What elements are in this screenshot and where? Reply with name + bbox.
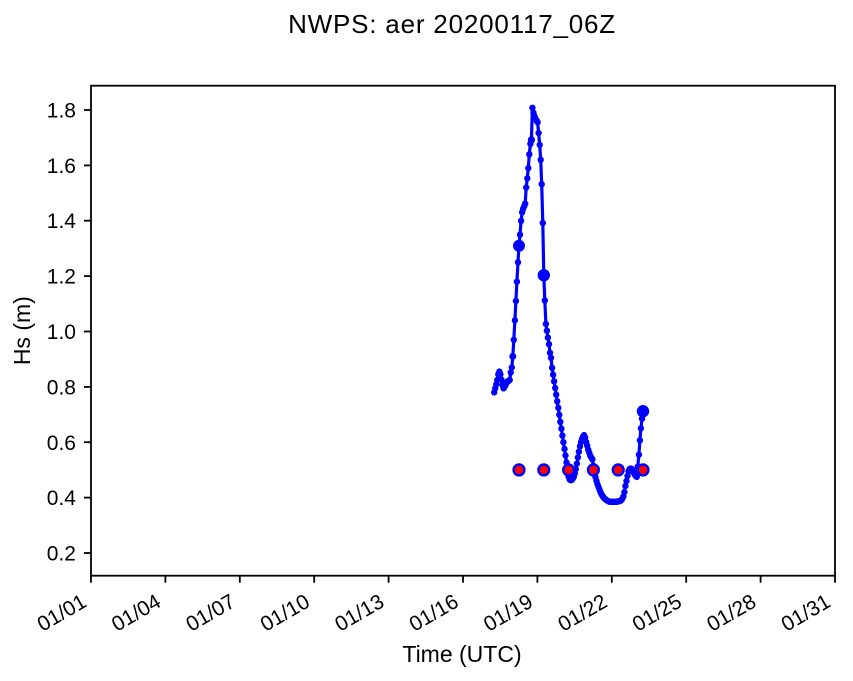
svg-text:1.6: 1.6 — [47, 155, 76, 178]
svg-text:0.6: 0.6 — [47, 432, 76, 455]
svg-text:Hs (m): Hs (m) — [9, 296, 35, 365]
svg-text:0.4: 0.4 — [47, 487, 77, 510]
svg-text:0.2: 0.2 — [47, 543, 76, 566]
svg-text:1.0: 1.0 — [47, 321, 76, 344]
svg-text:0.8: 0.8 — [47, 376, 76, 399]
svg-text:1.8: 1.8 — [47, 100, 76, 123]
svg-text:1.4: 1.4 — [47, 210, 77, 233]
svg-text:Time (UTC): Time (UTC) — [402, 641, 521, 667]
svg-text:NWPS: aer 20200117_06Z: NWPS: aer 20200117_06Z — [288, 9, 616, 39]
svg-text:1.2: 1.2 — [47, 266, 76, 289]
